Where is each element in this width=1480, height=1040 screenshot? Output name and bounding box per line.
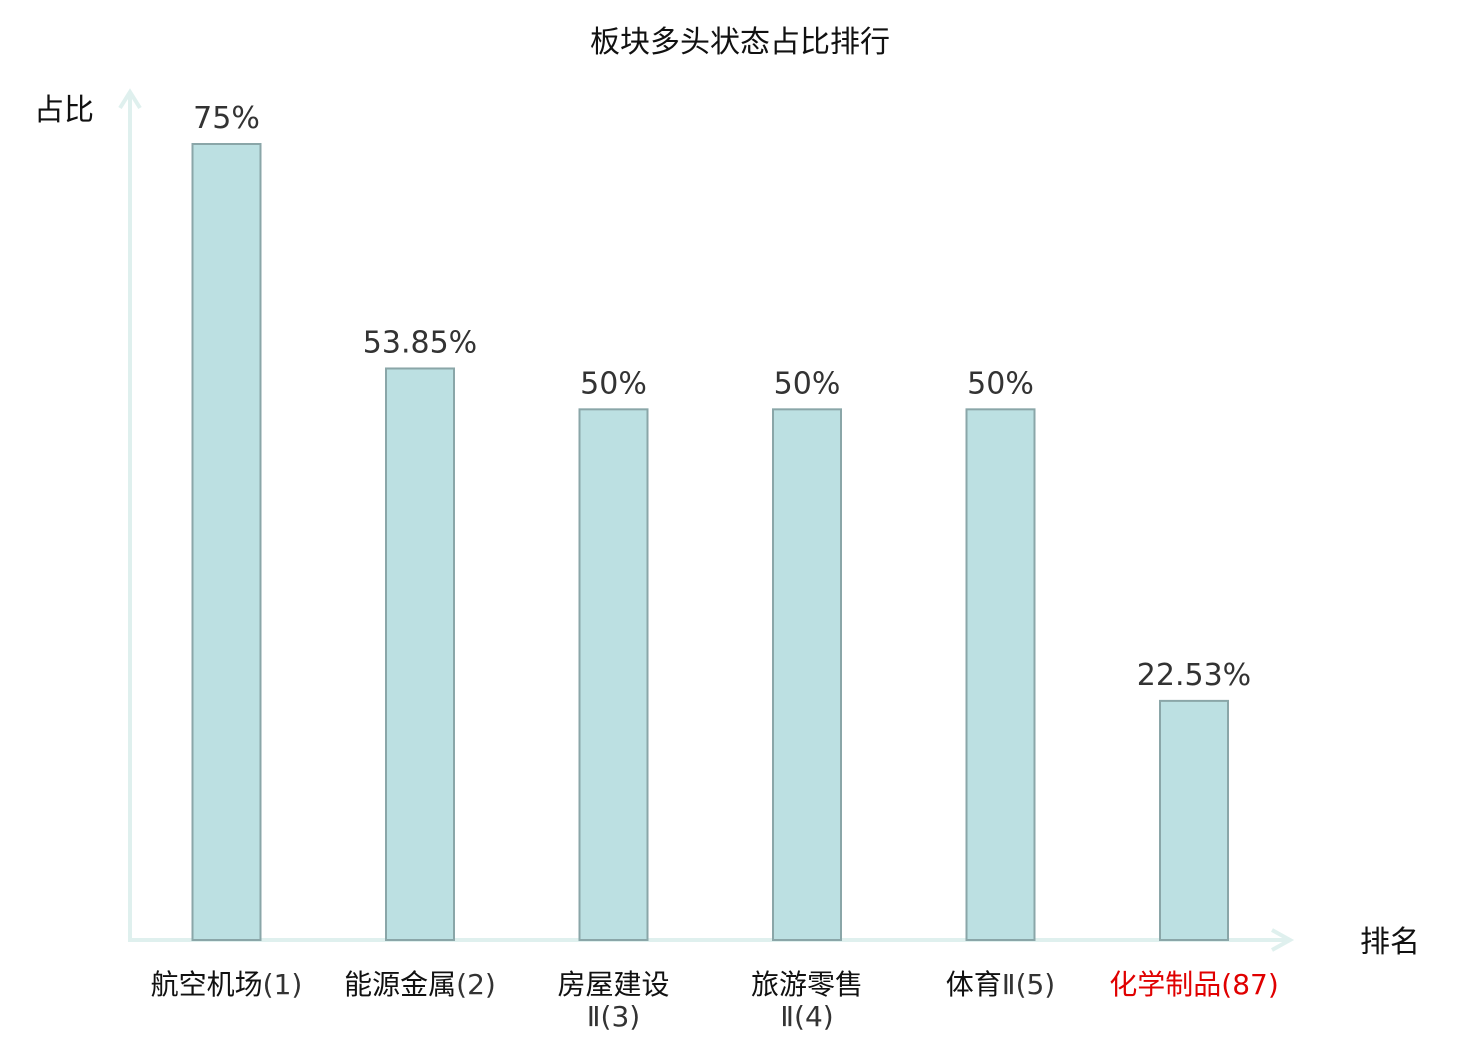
value-labels-group: 75% 53.85% 50% 50% 50% 22.53% — [193, 101, 1251, 693]
category-label-5: 体育Ⅱ(5) — [946, 968, 1055, 1001]
y-axis-arrow-icon — [118, 88, 142, 110]
category-label-6: 化学制品(87) — [1109, 968, 1279, 1001]
value-label-1: 75% — [193, 101, 260, 136]
value-label-5: 50% — [967, 366, 1034, 401]
y-axis — [118, 88, 142, 940]
x-axis-label: 排名 — [1360, 925, 1420, 960]
bars-group — [191, 143, 1229, 942]
category-name: 航空机场 — [151, 968, 263, 1001]
category-label-4: 旅游零售 — [751, 968, 863, 1001]
category-rank: Ⅱ(4) — [780, 1000, 833, 1033]
category-name: 房屋建设 — [557, 968, 669, 1001]
category-rank: Ⅱ(5) — [1002, 968, 1055, 1001]
value-label-6: 22.53% — [1137, 658, 1251, 693]
category-label-3-line-2: Ⅱ(3) — [587, 1000, 640, 1033]
category-label-1: 航空机场(1) — [151, 968, 303, 1001]
category-name: 能源金属 — [344, 968, 456, 1001]
bar-4 — [772, 408, 842, 942]
x-axis — [128, 928, 1295, 952]
category-name: 旅游零售 — [751, 968, 863, 1001]
y-axis-label: 占比 — [34, 93, 94, 128]
value-label-4: 50% — [774, 366, 841, 401]
category-label-4-line-2: Ⅱ(4) — [780, 1000, 833, 1033]
bar-1 — [191, 143, 262, 941]
value-label-3: 50% — [580, 366, 647, 401]
bar-5 — [965, 408, 1036, 942]
bar-3 — [578, 408, 649, 942]
value-label-2: 53.85% — [363, 325, 477, 360]
category-label-3: 房屋建设 — [557, 968, 669, 1001]
chart-title: 板块多头状态占比排行 — [590, 25, 890, 60]
bar-2 — [385, 367, 455, 941]
category-rank: (2) — [456, 968, 496, 1001]
x-axis-arrow-icon — [1271, 928, 1295, 952]
category-name: 化学制品 — [1109, 968, 1221, 1001]
category-label-2: 能源金属(2) — [344, 968, 496, 1001]
category-rank: Ⅱ(3) — [587, 1000, 640, 1033]
category-rank: (87) — [1221, 968, 1278, 1001]
bar-6 — [1159, 699, 1229, 941]
category-name: 体育 — [946, 968, 1002, 1001]
category-rank: (1) — [263, 968, 303, 1001]
